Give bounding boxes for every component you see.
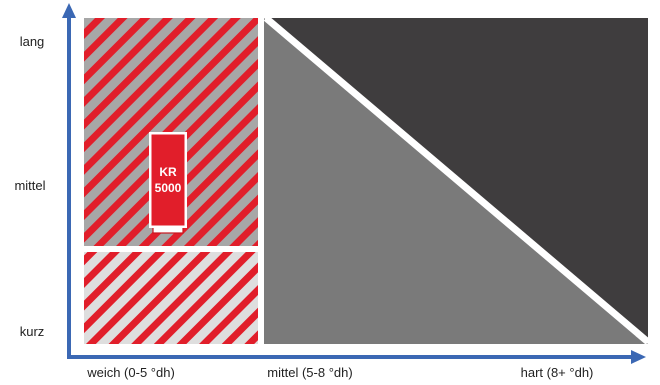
x-label-medium: mittel (5-8 °dh) <box>267 365 352 380</box>
axes <box>62 3 646 364</box>
device-label-line1: KR <box>159 165 177 179</box>
device-kr5000: KR 5000 <box>149 132 187 234</box>
y-label-short: kurz <box>20 324 45 339</box>
device-label-line2: 5000 <box>155 181 182 195</box>
x-label-hard: hart (8+ °dh) <box>521 365 594 380</box>
x-label-soft: weich (0-5 °dh) <box>86 365 175 380</box>
y-label-medium: mittel <box>14 178 45 193</box>
x-axis-arrowhead <box>631 350 646 364</box>
diagonal-divider <box>263 15 651 345</box>
y-axis-arrowhead <box>62 3 76 18</box>
region-divider <box>84 246 258 252</box>
device-body <box>151 134 185 226</box>
y-label-long: lang <box>20 34 45 49</box>
